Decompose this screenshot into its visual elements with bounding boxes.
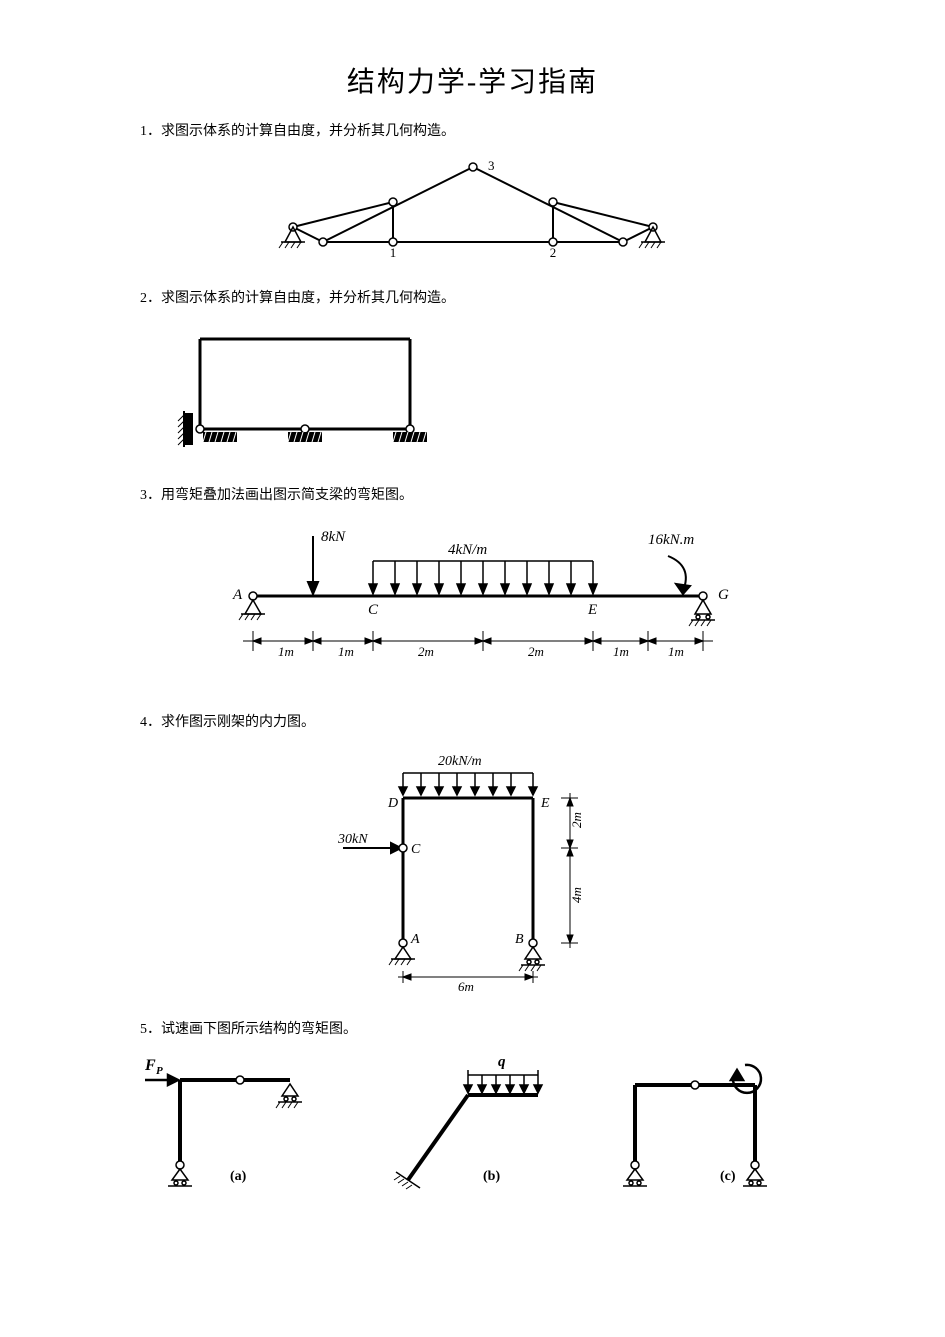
- problem-4: 4．求作图示刚架的内力图。 20kN/m: [140, 711, 805, 993]
- problem-2-prompt: 2．求图示体系的计算自由度，并分析其几何构造。: [140, 287, 805, 307]
- figure-1-truss: 1 2 3: [263, 152, 683, 262]
- fig3-pt-A: A: [232, 587, 243, 603]
- fig3-dim-3: 2m: [528, 644, 544, 659]
- problem-5-prompt: 5．试速画下图所示结构的弯矩图。: [140, 1018, 805, 1038]
- fig4-E: E: [540, 796, 550, 811]
- figure-5b: q (b): [378, 1050, 558, 1190]
- fig5b-q: q: [498, 1054, 506, 1070]
- fig4-load-dist: 20kN/m: [438, 754, 482, 769]
- fig4-h2: 4m: [569, 887, 584, 903]
- fig5c-label: (c): [720, 1169, 736, 1184]
- fig4-A: A: [410, 932, 420, 947]
- fig5b-label: (b): [483, 1169, 500, 1184]
- problem-3-num: 3．: [140, 488, 161, 503]
- problem-1-num: 1．: [140, 124, 161, 139]
- fig4-h1: 2m: [569, 812, 584, 828]
- problem-5-text: 试速画下图所示结构的弯矩图。: [161, 1022, 357, 1037]
- figure-4-frame: 20kN/m 30kN D E C A B: [303, 743, 643, 993]
- fig3-pt-G: G: [718, 587, 729, 603]
- problem-5: 5．试速画下图所示结构的弯矩图。 F P: [140, 1018, 805, 1190]
- fig3-pt-C: C: [368, 602, 379, 618]
- fig3-load-point: 8kN: [321, 529, 346, 545]
- problem-2-num: 2．: [140, 291, 161, 306]
- problem-5-num: 5．: [140, 1022, 161, 1037]
- problem-4-num: 4．: [140, 715, 161, 730]
- figure-2-frame: [160, 319, 440, 459]
- fig3-dim-1: 1m: [338, 644, 354, 659]
- fig1-label-3: 3: [488, 158, 495, 173]
- problem-4-text: 求作图示刚架的内力图。: [161, 715, 315, 730]
- fig5a-label: (a): [230, 1169, 247, 1184]
- fig4-load-point: 30kN: [337, 832, 368, 847]
- fig4-B: B: [515, 932, 524, 947]
- fig3-load-dist: 4kN/m: [448, 542, 487, 558]
- fig4-C: C: [411, 842, 421, 857]
- fig3-dim-5: 1m: [668, 644, 684, 659]
- problem-4-prompt: 4．求作图示刚架的内力图。: [140, 711, 805, 731]
- problem-3-prompt: 3．用弯矩叠加法画出图示简支梁的弯矩图。: [140, 484, 805, 504]
- fig3-dim-0: 1m: [278, 644, 294, 659]
- figure-5c: (c): [595, 1050, 805, 1190]
- fig3-dim-2: 2m: [418, 644, 434, 659]
- problem-2: 2．求图示体系的计算自由度，并分析其几何构造。: [140, 287, 805, 459]
- problem-3: 3．用弯矩叠加法画出图示简支梁的弯矩图。 8kN: [140, 484, 805, 686]
- fig4-D: D: [387, 796, 398, 811]
- page-title: 结构力学-学习指南: [140, 60, 805, 100]
- figure-3-beam: 8kN 4kN/m 16kN.m A: [193, 516, 753, 686]
- fig3-dim-4: 1m: [613, 644, 629, 659]
- problem-2-text: 求图示体系的计算自由度，并分析其几何构造。: [161, 291, 455, 306]
- problem-1-text: 求图示体系的计算自由度，并分析其几何构造。: [161, 124, 455, 139]
- fig5a-P: P: [156, 1065, 163, 1077]
- problem-3-text: 用弯矩叠加法画出图示简支梁的弯矩图。: [161, 488, 413, 503]
- figure-5a: F P (a): [140, 1050, 340, 1190]
- fig1-label-2: 2: [549, 245, 556, 260]
- fig1-label-1: 1: [389, 245, 396, 260]
- fig3-load-moment: 16kN.m: [648, 532, 694, 548]
- fig5a-F: F: [144, 1057, 156, 1074]
- fig3-pt-E: E: [587, 602, 597, 618]
- problem-1-prompt: 1．求图示体系的计算自由度，并分析其几何构造。: [140, 120, 805, 140]
- fig4-span: 6m: [458, 979, 474, 993]
- problem-1: 1．求图示体系的计算自由度，并分析其几何构造。: [140, 120, 805, 262]
